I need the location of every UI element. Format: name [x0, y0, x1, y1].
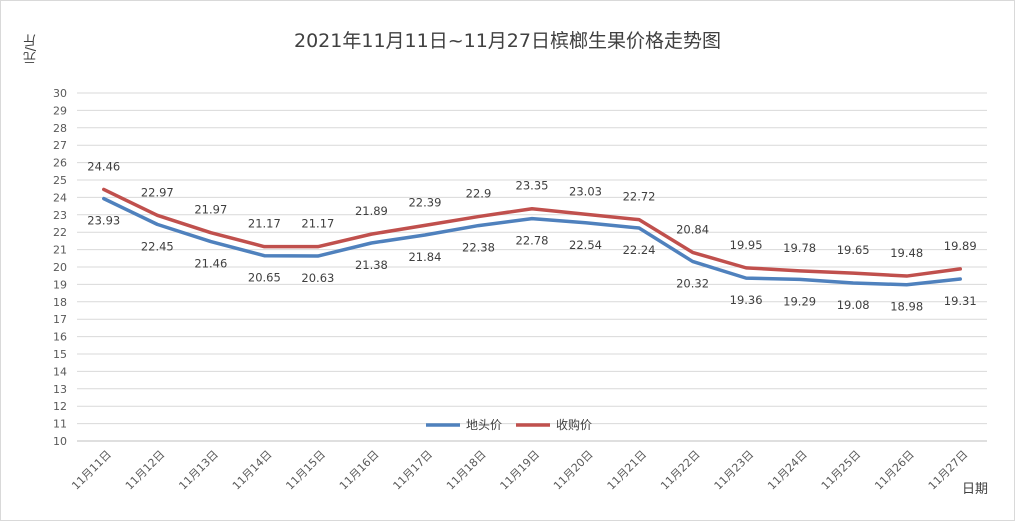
- y-tick-label: 15: [53, 348, 67, 361]
- data-label: 20.63: [301, 271, 334, 285]
- data-label: 20.65: [248, 271, 281, 285]
- x-tick-label: 11月26日: [872, 448, 917, 493]
- x-tick-label: 11月12日: [123, 448, 168, 493]
- y-tick-label: 16: [53, 331, 67, 344]
- y-tick-label: 18: [53, 296, 67, 309]
- y-tick-label: 10: [53, 435, 67, 448]
- x-tick-label: 11月17日: [391, 448, 436, 493]
- x-tick-label: 11月25日: [819, 448, 864, 493]
- data-label: 23.93: [87, 214, 120, 228]
- y-tick-label: 21: [53, 244, 67, 257]
- data-label: 23.35: [516, 179, 549, 193]
- y-tick-label: 25: [53, 174, 67, 187]
- x-tick-label: 11月18日: [444, 448, 489, 493]
- data-label: 22.97: [141, 185, 174, 199]
- x-axis-label: 日期: [962, 482, 989, 497]
- y-tick-label: 12: [53, 400, 67, 413]
- y-tick-label: 23: [53, 209, 67, 222]
- x-tick-label: 11月19日: [498, 448, 543, 493]
- legend-label: 地头价: [466, 418, 502, 432]
- y-tick-label: 30: [53, 87, 67, 100]
- x-tick-label: 11月23日: [712, 448, 757, 493]
- data-label: 23.03: [569, 184, 602, 198]
- x-tick-label: 11月22日: [658, 448, 703, 493]
- data-label: 22.72: [623, 190, 656, 204]
- data-label: 19.78: [783, 241, 816, 255]
- data-label: 19.95: [730, 238, 763, 252]
- y-tick-label: 22: [53, 226, 67, 239]
- data-label: 19.29: [783, 294, 816, 308]
- legend-label: 收购价: [556, 417, 592, 432]
- y-tick-label: 19: [53, 278, 67, 291]
- x-tick-label: 11月27日: [926, 448, 971, 493]
- data-label: 19.48: [890, 246, 923, 260]
- data-label: 20.84: [676, 222, 709, 236]
- data-label: 22.24: [623, 243, 656, 257]
- series-line-ground-price: [102, 196, 962, 287]
- data-label: 21.38: [355, 258, 388, 272]
- y-tick-label: 11: [53, 418, 67, 431]
- data-label: 21.17: [301, 217, 334, 231]
- data-label: 19.36: [730, 293, 763, 307]
- x-tick-label: 11月21日: [605, 448, 650, 493]
- chart-title: 2021年11月11日~11月27日槟榔生果价格走势图: [294, 30, 721, 52]
- data-label: 22.54: [569, 238, 602, 252]
- data-label: 19.31: [944, 294, 977, 308]
- x-tick-label: 11月20日: [551, 448, 596, 493]
- y-tick-label: 29: [53, 104, 67, 117]
- data-label: 19.89: [944, 239, 977, 253]
- data-label: 20.32: [676, 276, 709, 290]
- data-label: 21.46: [194, 257, 227, 271]
- y-tick-label: 17: [53, 313, 67, 326]
- series-line-purchase-price: [102, 187, 962, 278]
- y-tick-label: 24: [53, 191, 67, 204]
- data-label: 22.38: [462, 241, 495, 255]
- x-tick-label: 11月16日: [337, 448, 382, 493]
- data-label: 18.98: [890, 300, 923, 314]
- y-tick-label: 26: [53, 157, 67, 170]
- data-label: 24.46: [87, 159, 120, 173]
- y-tick-label: 28: [53, 122, 67, 135]
- x-tick-label: 11月14日: [230, 448, 275, 493]
- x-tick-label: 11月13日: [176, 448, 221, 493]
- data-label: 21.17: [248, 217, 281, 231]
- data-label: 22.45: [141, 239, 174, 253]
- data-label: 22.78: [516, 234, 549, 248]
- data-label: 19.08: [837, 298, 870, 312]
- data-label: 22.9: [466, 187, 492, 201]
- y-tick-label: 20: [53, 261, 67, 274]
- y-tick-label: 13: [53, 383, 67, 396]
- x-tick-label: 11月15日: [283, 448, 328, 493]
- y-tick-label: 14: [53, 365, 67, 378]
- data-label: 21.97: [194, 203, 227, 217]
- data-label: 21.89: [355, 204, 388, 218]
- y-tick-label: 27: [53, 139, 67, 152]
- data-label: 22.39: [408, 195, 441, 209]
- x-tick-label: 11月24日: [765, 448, 810, 493]
- data-label: 21.84: [408, 250, 441, 264]
- x-tick-label: 11月11日: [69, 448, 114, 493]
- data-label: 19.65: [837, 243, 870, 257]
